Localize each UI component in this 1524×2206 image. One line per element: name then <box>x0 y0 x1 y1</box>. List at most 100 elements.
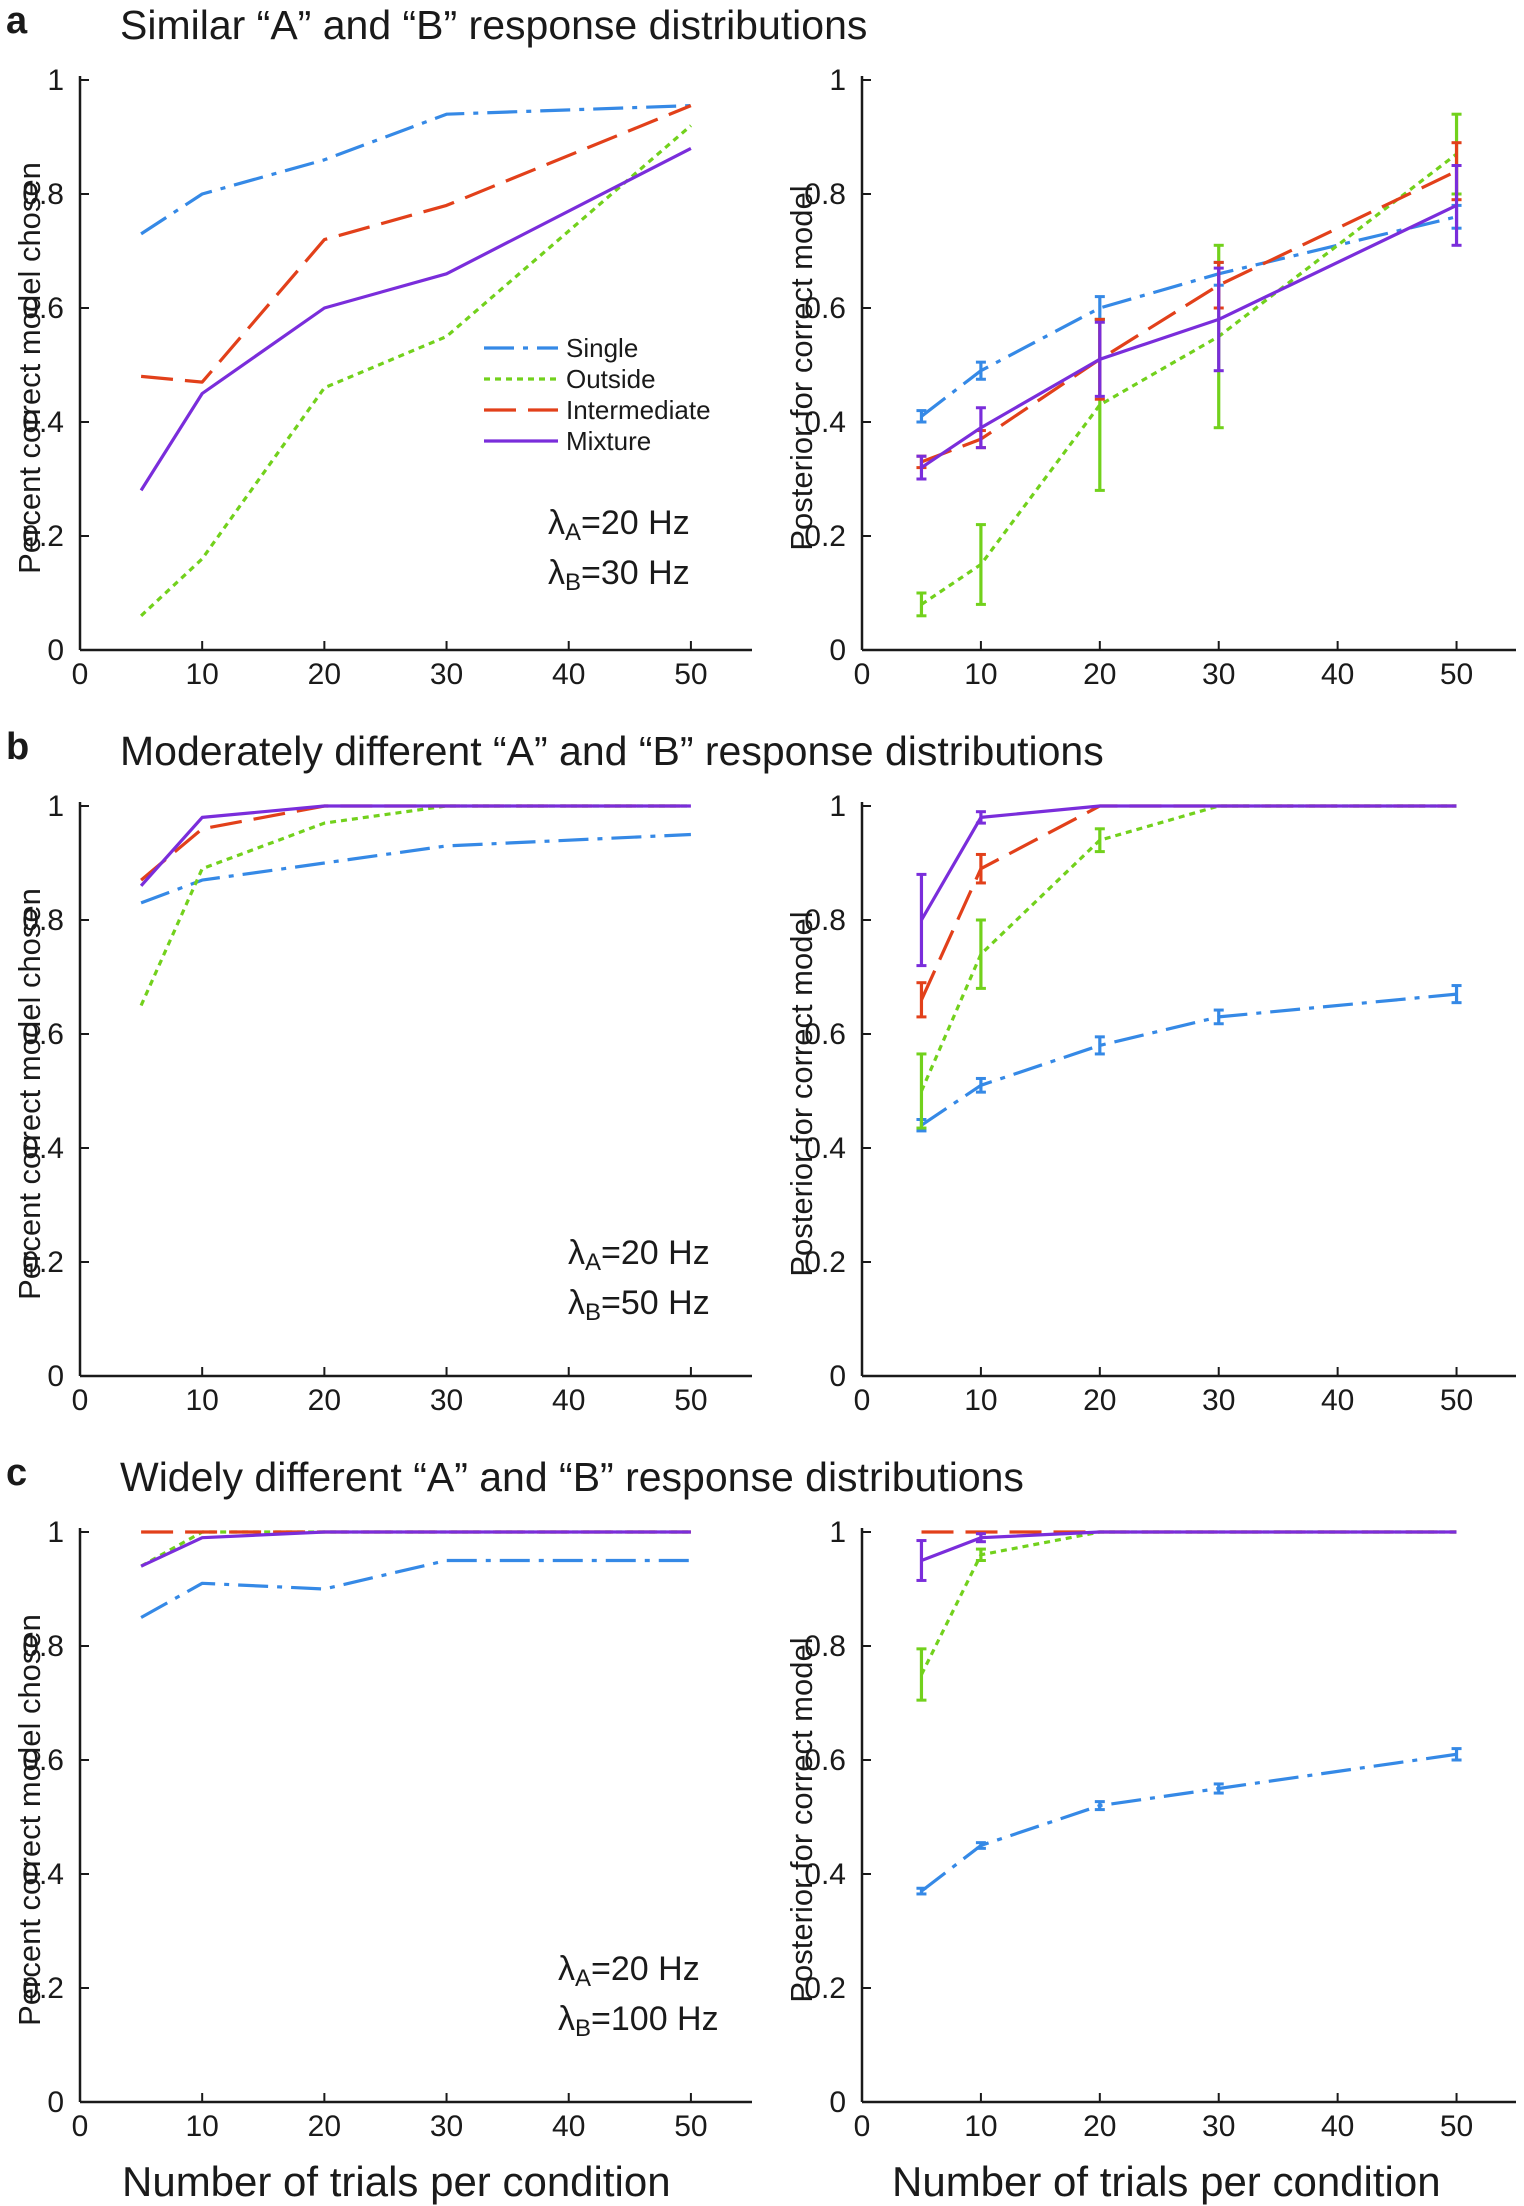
series-line-outside <box>920 804 1457 1092</box>
y-tick-label: 0.4 <box>22 1132 64 1165</box>
y-tick-label: 0.4 <box>804 1858 846 1891</box>
y-tick-label: 0.8 <box>22 178 64 211</box>
lambda-a-note: λA=20 Hz <box>568 1234 710 1276</box>
legend-label-single: Single <box>566 333 638 363</box>
y-tick-label: 0.4 <box>804 406 846 439</box>
series-line-mixture <box>920 1530 1457 1562</box>
x-axis-label: Number of trials per condition <box>892 2158 1441 2205</box>
series-line-mixture <box>139 146 692 492</box>
y-tick-label: 1 <box>47 790 64 823</box>
series-line-mixture <box>920 804 1457 921</box>
panel-title: Moderately different “A” and “B” respons… <box>120 728 1104 774</box>
x-tick-label: 20 <box>1083 1384 1116 1417</box>
x-axis-label: Number of trials per condition <box>122 2158 671 2205</box>
x-tick-label: 40 <box>552 2110 585 2143</box>
x-tick-label: 10 <box>185 2110 218 2143</box>
x-tick-label: 20 <box>1083 2110 1116 2143</box>
y-tick-label: 0.4 <box>22 1858 64 1891</box>
x-tick-label: 50 <box>674 1384 707 1417</box>
y-tick-label: 0.2 <box>22 1246 64 1279</box>
series-line-single <box>920 992 1457 1127</box>
y-tick-label: 0.6 <box>804 1744 846 1777</box>
x-tick-label: 30 <box>1202 1384 1235 1417</box>
y-tick-label: 0.6 <box>22 1744 64 1777</box>
panel-title: Widely different “A” and “B” response di… <box>120 1454 1024 1500</box>
x-tick-label: 40 <box>552 658 585 691</box>
plot-b-right: Posterior for correct model 0 10 20 30 40 50 0… <box>762 776 1524 1456</box>
panel-a: a Similar “A” and “B” response distribut… <box>0 0 1524 730</box>
y-tick-label: 1 <box>829 1516 846 1549</box>
series-line-mixture <box>920 203 1458 469</box>
x-tick-label: 10 <box>964 2110 997 2143</box>
x-tick-label: 40 <box>1321 1384 1354 1417</box>
panel-title: Similar “A” and “B” response distributio… <box>120 2 868 48</box>
y-tick-label: 0.2 <box>804 1972 846 2005</box>
series-line-single <box>920 215 1457 418</box>
x-tick-label: 10 <box>185 1384 218 1417</box>
y-tick-label: 0 <box>47 2086 64 2119</box>
lambda-b-note: λB=50 Hz <box>568 1284 710 1326</box>
x-tick-label: 10 <box>964 658 997 691</box>
y-tick-label: 1 <box>829 64 846 97</box>
x-tick-label: 0 <box>72 2110 89 2143</box>
y-tick-label: 0.6 <box>804 1018 846 1051</box>
legend-label-intermediate: Intermediate <box>566 395 711 425</box>
lambda-note: λA=20 Hz λB=100 Hz <box>558 1952 719 2052</box>
y-tick-label: 0 <box>829 2086 846 2119</box>
chart-svg: 0 10 20 30 40 50 0 0.2 0.4 0.6 0.8 1 <box>22 790 752 1417</box>
x-tick-label: 30 <box>430 2110 463 2143</box>
x-tick-label: 0 <box>854 658 871 691</box>
x-tick-label: 0 <box>854 2110 871 2143</box>
y-tick-label: 0.6 <box>22 292 64 325</box>
series-line-mixture <box>139 804 691 887</box>
x-tick-label: 40 <box>552 1384 585 1417</box>
y-tick-label: 1 <box>47 64 64 97</box>
y-tick-label: 1 <box>47 1516 64 1549</box>
panel-c: c Widely different “A” and “B” response … <box>0 1452 1524 2205</box>
y-tick-label: 0.6 <box>22 1018 64 1051</box>
series-line-outside <box>139 804 691 1007</box>
x-tick-label: 20 <box>1083 658 1116 691</box>
plot-a-left: Percent correct model chosen 0 10 20 30 40 50… <box>0 50 762 730</box>
plot-b-left: Percent correct model chosen 0 10 20 30 40 50… <box>0 776 762 1456</box>
x-tick-label: 10 <box>185 658 218 691</box>
y-tick-label: 0.8 <box>22 1630 64 1663</box>
legend-label-mixture: Mixture <box>566 426 651 456</box>
y-tick-label: 0 <box>47 1360 64 1393</box>
series-line-single <box>140 1558 691 1619</box>
y-tick-label: 0.2 <box>22 520 64 553</box>
y-tick-label: 0 <box>829 1360 846 1393</box>
x-tick-label: 30 <box>1202 2110 1235 2143</box>
lambda-note: λA=20 Hz λB=50 Hz <box>568 1236 710 1336</box>
y-tick-label: 0.8 <box>804 1630 846 1663</box>
series-line-intermediate <box>920 804 1457 1001</box>
chart-svg: 0 10 20 30 40 50 0 0.2 0.4 0.6 0.8 1 <box>804 64 1516 691</box>
lambda-a-note: λA=20 Hz <box>558 1950 700 1992</box>
y-tick-label: 0 <box>829 634 846 667</box>
plot-c-right: Posterior for correct model 0 10 20 30 40 50 0… <box>762 1502 1524 2205</box>
panel-b: b Moderately different “A” and “B” respo… <box>0 726 1524 1456</box>
panel-letter: b <box>6 726 30 768</box>
x-tick-label: 50 <box>1440 1384 1473 1417</box>
x-tick-label: 30 <box>1202 658 1235 691</box>
x-tick-label: 30 <box>430 658 463 691</box>
y-tick-label: 0.8 <box>22 904 64 937</box>
x-tick-label: 50 <box>674 2110 707 2143</box>
series-line-mixture <box>140 1530 691 1568</box>
y-tick-label: 0.4 <box>804 1132 846 1165</box>
chart-svg: 0 10 20 30 40 50 0 0.2 0.4 0.6 0.8 1 <box>22 1516 752 2143</box>
panel-letter: a <box>6 0 28 42</box>
series-line-intermediate <box>140 104 692 384</box>
x-tick-label: 0 <box>72 1384 89 1417</box>
series-line-intermediate <box>140 804 691 882</box>
y-tick-label: 0 <box>47 634 64 667</box>
x-tick-label: 40 <box>1321 2110 1354 2143</box>
x-tick-label: 20 <box>308 2110 341 2143</box>
y-tick-label: 0.8 <box>804 178 846 211</box>
series-line-outside <box>920 1530 1457 1676</box>
x-tick-label: 50 <box>1440 658 1473 691</box>
series-line-outside <box>920 152 1458 606</box>
x-tick-label: 10 <box>964 1384 997 1417</box>
series-line-single <box>140 104 691 236</box>
x-tick-label: 40 <box>1321 658 1354 691</box>
